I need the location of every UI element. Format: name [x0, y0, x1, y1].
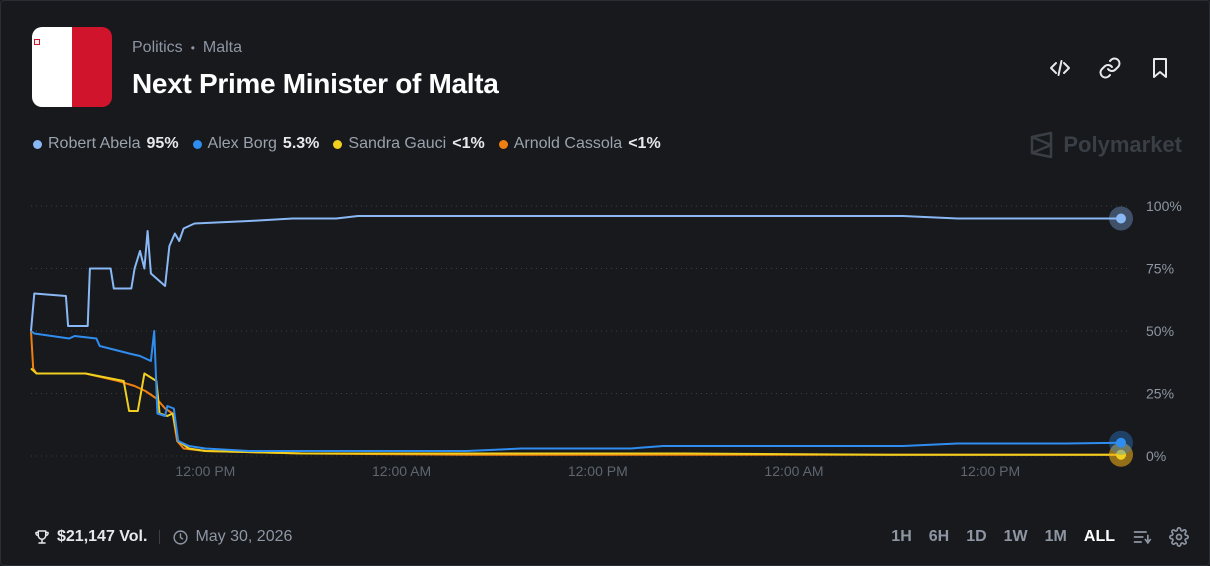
legend-item-arnold-cassola[interactable]: Arnold Cassola <1% [498, 135, 661, 153]
series-end-point-sandra-gauci [1116, 449, 1126, 460]
legend-item-alex-borg[interactable]: Alex Borg 5.3% [192, 135, 320, 153]
sort-icon [1133, 531, 1152, 545]
series-line-sandra-gauci [30, 367, 1121, 456]
y-tick-label: 50% [1146, 323, 1174, 339]
bookmark-icon [1153, 58, 1167, 78]
x-tick-label: 12:00 AM [764, 463, 823, 479]
polymarket-watermark: Polymarket [1029, 131, 1182, 159]
legend-item-robert-abela[interactable]: Robert Abela 95% [33, 135, 179, 153]
legend-swatch [192, 139, 202, 149]
legend-swatch [33, 139, 42, 149]
series-line-arnold-cassola [30, 330, 1121, 456]
divider [159, 530, 161, 544]
volume-value: $21,147 Vol. [57, 528, 148, 545]
breadcrumb-separator: • [190, 41, 195, 55]
x-tick-label: 12:00 PM [960, 463, 1020, 479]
header-actions [1047, 55, 1173, 81]
chart-legend: Robert Abela 95% Alex Borg 5.3% Sandra G… [33, 135, 661, 153]
copy-link-button[interactable] [1097, 55, 1123, 81]
end-date: May 30, 2026 [172, 528, 292, 546]
volume-stat: $21,147 Vol. [33, 528, 147, 546]
end-date-value: May 30, 2026 [195, 528, 293, 545]
legend-item-sandra-gauci[interactable]: Sandra Gauci <1% [333, 135, 485, 153]
breadcrumb: Politics • Malta [132, 39, 242, 57]
x-tick-label: 12:00 PM [568, 463, 628, 479]
range-all[interactable]: ALL [1083, 528, 1115, 545]
sort-button[interactable] [1132, 527, 1152, 547]
trophy-icon [35, 530, 49, 544]
x-tick-label: 12:00 AM [372, 463, 431, 479]
time-range-selector: 1H 6H 1D 1W 1M ALL [891, 527, 1189, 547]
range-1h[interactable]: 1H [891, 528, 912, 545]
gear-icon [1169, 527, 1189, 547]
y-tick-label: 0% [1146, 448, 1166, 464]
breadcrumb-subcategory[interactable]: Malta [202, 39, 243, 56]
breadcrumb-category[interactable]: Politics [132, 39, 183, 56]
legend-value: 95% [146, 135, 179, 152]
market-stats: $21,147 Vol. May 30, 2026 [33, 528, 292, 546]
price-chart[interactable]: 100% 75% 50% 25% 0% 12:00 PM 12:00 AM 12:00 PM 1… [1, 181, 1210, 491]
series-end-point-robert-abela [1116, 213, 1126, 224]
polymarket-logo-icon [1031, 131, 1053, 159]
legend-value: <1% [628, 135, 661, 152]
legend-name: Alex Borg [207, 135, 277, 152]
y-tick-label: 100% [1146, 198, 1182, 214]
range-1d[interactable]: 1D [966, 528, 987, 545]
range-6h[interactable]: 6H [928, 528, 950, 545]
legend-name: Sandra Gauci [348, 135, 447, 152]
series-line-robert-abela [30, 215, 1121, 332]
code-icon [1050, 60, 1070, 76]
legend-swatch [333, 139, 343, 149]
legend-name: Robert Abela [48, 135, 141, 152]
x-tick-label: 12:00 PM [175, 463, 235, 479]
embed-button[interactable] [1047, 55, 1073, 81]
clock-icon [173, 529, 189, 545]
legend-value: 5.3% [282, 135, 320, 152]
george-cross-icon [34, 39, 40, 45]
range-1m[interactable]: 1M [1044, 528, 1067, 545]
malta-flag-image [32, 27, 112, 107]
y-tick-label: 75% [1146, 261, 1174, 277]
link-icon [1099, 57, 1121, 79]
series-line-alex-borg [30, 330, 1122, 452]
settings-button[interactable] [1169, 527, 1189, 547]
legend-value: <1% [452, 135, 485, 152]
series-end-point-alex-borg [1116, 437, 1126, 448]
legend-swatch [498, 139, 508, 149]
page-title: Next Prime Minister of Malta [132, 68, 499, 99]
brand-name: Polymarket [1063, 132, 1182, 157]
bookmark-button[interactable] [1147, 55, 1173, 81]
y-tick-label: 25% [1146, 386, 1174, 402]
range-1w[interactable]: 1W [1003, 528, 1028, 545]
legend-name: Arnold Cassola [513, 135, 623, 152]
